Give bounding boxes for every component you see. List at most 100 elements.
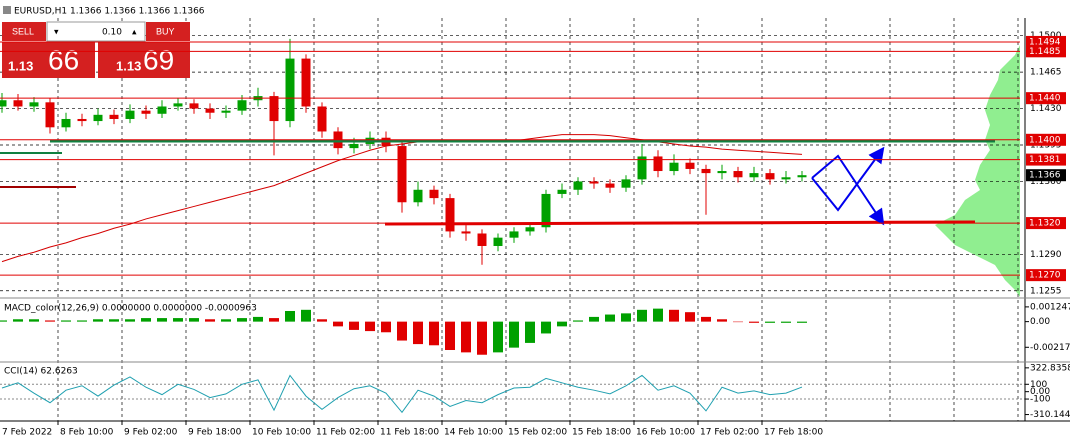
sell-price-big: 1.13 <box>8 58 33 73</box>
macd-bar <box>413 321 423 345</box>
macd-bar <box>797 321 807 323</box>
candle-body <box>573 181 583 190</box>
macd-bar <box>781 321 791 323</box>
candle-body <box>93 114 103 122</box>
macd-bar <box>621 313 631 322</box>
candle-body <box>605 183 615 188</box>
macd-bar <box>205 319 215 322</box>
candle-body <box>669 162 679 172</box>
symbol-icon <box>3 6 11 14</box>
candle-body <box>541 193 551 228</box>
x-tick-label: 15 Feb 18:00 <box>572 428 631 438</box>
x-tick-label: 9 Feb 18:00 <box>188 428 242 438</box>
candle-body <box>125 110 135 119</box>
y-tick-label: -100 <box>1030 395 1051 405</box>
price-level-tag <box>1026 133 1066 146</box>
macd-bar <box>429 321 439 346</box>
macd-bar <box>541 321 551 334</box>
y-tick-label: 1.1255 <box>1030 286 1062 296</box>
candle-body <box>205 108 215 113</box>
lot-up[interactable]: ▴ <box>132 28 137 38</box>
y-tick-label: -0.00217 <box>1030 343 1070 353</box>
sell-price-small: 66 <box>48 44 79 75</box>
candle-body <box>621 179 631 188</box>
candle-body <box>717 171 727 174</box>
candle-body <box>429 189 439 199</box>
macd-bar <box>61 320 71 322</box>
macd-bar <box>0 320 7 322</box>
y-tick-label: 1.1465 <box>1030 68 1062 78</box>
x-tick-label: 10 Feb 10:00 <box>252 428 311 438</box>
macd-bar <box>237 318 247 322</box>
macd-bar <box>685 312 695 322</box>
candle-body <box>493 237 503 246</box>
candle-body <box>157 106 167 114</box>
lot-down[interactable]: ▾ <box>54 28 59 38</box>
candle-body <box>349 143 359 149</box>
candle-body <box>653 156 663 172</box>
trade-panel: SELL ▾ 0.10 ▴ BUY 1.13 66 1.13 69 <box>2 21 190 78</box>
macd-bar <box>141 318 151 322</box>
sell-price-box[interactable] <box>2 42 95 78</box>
macd-bar <box>301 309 311 322</box>
price-level-tag <box>1026 153 1066 166</box>
lot-value: 0.10 <box>102 28 122 38</box>
x-tick-label: 9 Feb 02:00 <box>124 428 178 438</box>
macd-bar <box>637 309 647 322</box>
candle-body <box>557 189 567 194</box>
macd-bar <box>717 319 727 322</box>
macd-bar <box>381 321 391 333</box>
candle-body <box>221 110 231 113</box>
price-level-tag <box>1026 92 1066 105</box>
sell-button[interactable] <box>2 22 46 41</box>
macd-bar <box>493 321 503 353</box>
price-level-tag <box>1026 35 1066 48</box>
y-tick-label: 0.00 <box>1030 317 1050 327</box>
macd-bar <box>461 321 471 353</box>
candle-body <box>797 175 807 178</box>
cci-title: CCI(14) 62.6263 <box>4 367 78 377</box>
x-tick-label: 11 Feb 02:00 <box>316 428 375 438</box>
macd-bar <box>557 321 567 327</box>
price-level-tag <box>1026 217 1066 230</box>
macd-bar <box>109 319 119 322</box>
moving-average <box>1 134 803 263</box>
pattern-drawing <box>811 146 885 226</box>
macd-bar <box>397 321 407 341</box>
current-price-tag <box>1026 169 1066 182</box>
candle-body <box>317 106 327 132</box>
candle-body <box>397 146 407 203</box>
candle-body <box>141 110 151 114</box>
macd-bar <box>349 321 359 330</box>
y-tick-label: 100 <box>1030 380 1047 390</box>
macd-bar <box>173 318 183 322</box>
macd-bar <box>765 321 775 323</box>
buy-button[interactable] <box>146 22 190 41</box>
price-level-label: 1.1270 <box>1029 271 1061 281</box>
x-tick-label: 17 Feb 18:00 <box>764 428 823 438</box>
candle-body <box>413 189 423 203</box>
macd-bar <box>77 320 87 322</box>
lot-input[interactable] <box>46 21 146 42</box>
current-price-label: 1.1366 <box>1029 171 1061 181</box>
macd-bar <box>189 318 199 322</box>
candle-body <box>765 173 775 180</box>
price-level-label: 1.1440 <box>1029 94 1061 104</box>
y-tick-label: 1.1290 <box>1030 250 1062 260</box>
buy-price-box[interactable] <box>98 42 190 78</box>
macd-bar <box>573 320 583 322</box>
cci-line <box>1 374 803 414</box>
candle-body <box>45 102 55 128</box>
candle-body <box>749 173 759 178</box>
candle-body <box>13 100 23 107</box>
x-tick-label: 11 Feb 18:00 <box>380 428 439 438</box>
buy-label: BUY <box>156 26 175 36</box>
macd-bar <box>93 319 103 322</box>
price-level-tag <box>1026 269 1066 282</box>
candle-body <box>301 58 311 107</box>
candle-body <box>525 227 535 232</box>
buy-price-big: 1.13 <box>116 58 141 73</box>
candle-body <box>237 100 247 111</box>
volume-profile <box>935 45 1020 297</box>
